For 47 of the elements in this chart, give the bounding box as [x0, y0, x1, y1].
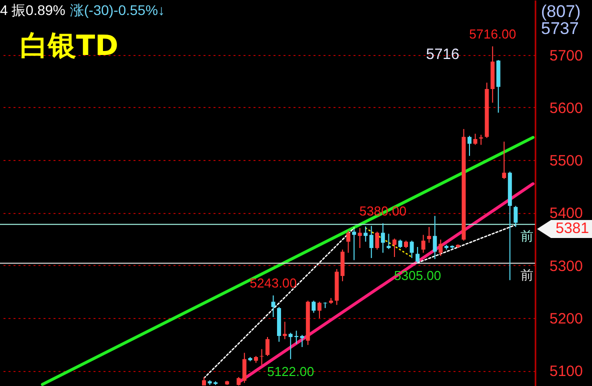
annotation: 5716.00 — [469, 26, 516, 42]
candlestick — [386, 233, 391, 250]
text: 白银TD — [20, 29, 118, 62]
text: (807) — [541, 2, 581, 21]
candlestick — [380, 222, 385, 254]
annotation: 5716 — [426, 46, 460, 63]
candlestick — [271, 294, 276, 318]
candlestick — [514, 205, 518, 228]
candlestick — [473, 133, 478, 146]
y-tick-label: 5100 — [550, 363, 583, 380]
y-tick-label: 5300 — [550, 258, 583, 275]
candlestick — [502, 141, 506, 180]
candlestick — [416, 246, 420, 264]
annotation: 4 振0.89% — [0, 2, 66, 18]
candlestick — [260, 348, 264, 366]
annotation: 5243.00 — [250, 275, 297, 290]
candlestick — [467, 135, 472, 156]
y-tick-label: 5500 — [550, 152, 583, 170]
candlestick — [317, 301, 322, 319]
text: 5737 — [541, 19, 579, 38]
y-tick-label: 5700 — [550, 47, 583, 64]
candlestick — [282, 321, 287, 340]
candlestick — [392, 238, 396, 258]
annotation: 5122.00 — [267, 364, 314, 380]
candlestick — [312, 300, 316, 314]
candlestick — [479, 134, 484, 146]
candlestick — [358, 228, 362, 249]
candlestick — [410, 240, 414, 259]
candlestick — [369, 225, 374, 259]
candlestick — [352, 228, 356, 261]
ref-line-label: 前 — [520, 268, 534, 284]
ref-line-label: 前 — [520, 229, 534, 244]
y-tick-label: 5200 — [550, 310, 583, 328]
candlestick — [375, 231, 380, 250]
y-tick-label: 5600 — [550, 100, 583, 117]
candlestick — [242, 352, 246, 384]
y-tick-label: 5400 — [550, 205, 583, 222]
annotation: 涨(-30)-0.55%↓ — [70, 2, 165, 18]
candlestick — [421, 234, 426, 254]
candlestick — [364, 226, 368, 242]
candlestick — [427, 226, 432, 244]
candlestick — [346, 230, 350, 254]
candlestick — [288, 332, 293, 360]
text: 5381 — [537, 220, 592, 238]
candlestick — [438, 239, 443, 256]
candlestick — [266, 336, 270, 356]
candlestick — [432, 215, 437, 260]
